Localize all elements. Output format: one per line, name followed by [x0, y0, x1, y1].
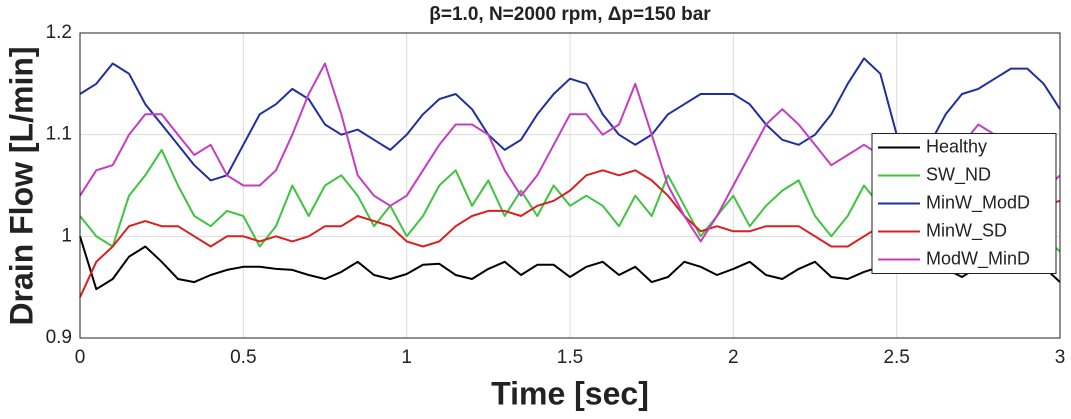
plot-frame	[79, 32, 1061, 339]
legend-label: MinW_SD	[926, 220, 1007, 241]
x-tick-label: 1	[401, 347, 412, 368]
chart-title: β=1.0, N=2000 rpm, Δp=150 bar	[429, 4, 711, 25]
x-tick-label: 0	[75, 347, 86, 368]
y-tick-label: 1	[61, 225, 72, 246]
x-tick-label: 1.5	[557, 347, 583, 368]
x-tick-label: 2	[728, 347, 739, 368]
y-tick-label: 0.9	[46, 327, 72, 348]
legend-label: SW_ND	[926, 164, 991, 185]
y-tick-label: 1.1	[46, 124, 72, 145]
legend-label: MinW_ModD	[926, 192, 1030, 213]
legend-label: ModW_MinD	[926, 248, 1030, 269]
y-axis-label: Drain Flow [L/min]	[3, 46, 39, 325]
x-tick-label: 0.5	[230, 347, 256, 368]
x-axis-label: Time [sec]	[491, 375, 649, 411]
legend-label: Healthy	[926, 136, 987, 156]
x-tick-label: 2.5	[883, 347, 909, 368]
y-tick-label: 1.2	[46, 22, 72, 43]
x-tick-label: 3	[1055, 347, 1066, 368]
